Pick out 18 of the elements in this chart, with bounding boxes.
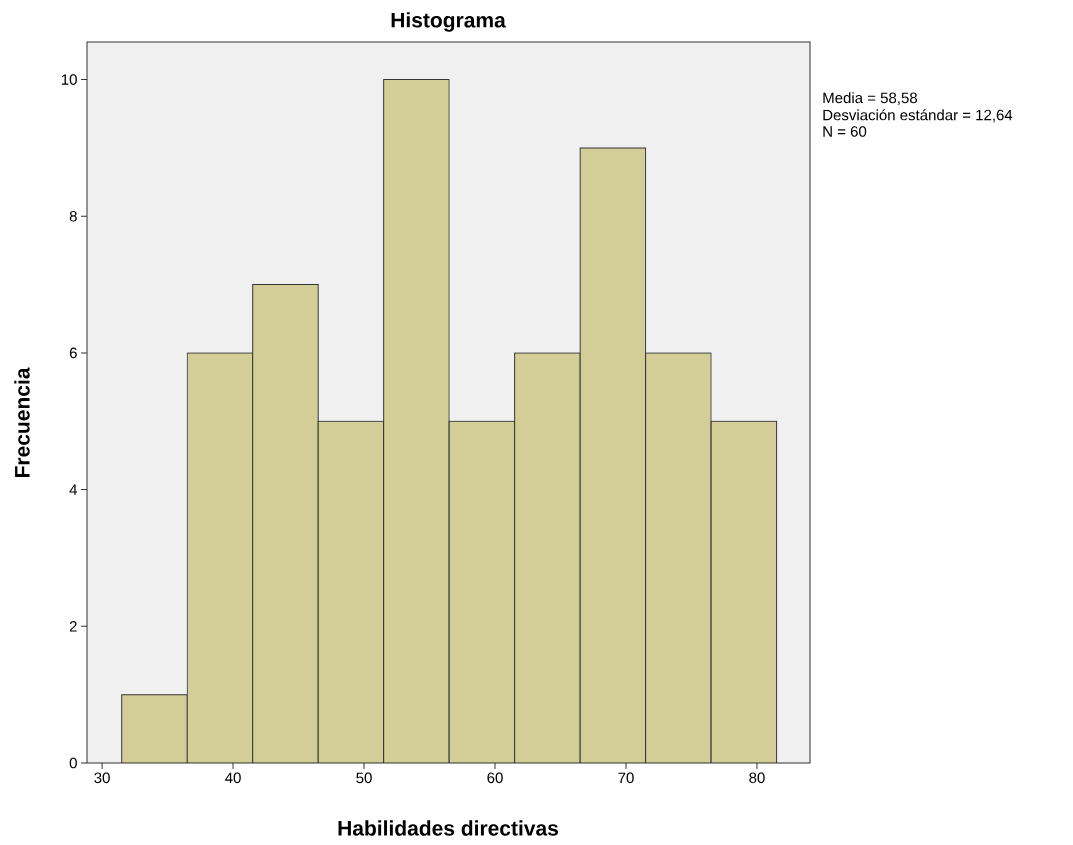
chart-title: Histograma — [391, 12, 506, 32]
y-tick-label: 10 — [61, 74, 77, 85]
x-tick-label: 70 — [618, 772, 634, 784]
x-axis-title: Habilidades directivas — [338, 820, 559, 836]
x-tick-label: 60 — [487, 772, 503, 784]
y-tick-label: 6 — [69, 347, 77, 359]
text: Media = 58,58 — [823, 92, 918, 105]
text: Desviación estándar = 12,64 — [823, 109, 1013, 123]
x-tick-label: 50 — [356, 772, 372, 784]
y-tick-label: 8 — [69, 210, 77, 222]
y-tick-label: 0 — [69, 757, 77, 769]
x-tick-label: 40 — [225, 772, 241, 784]
text: N = 60 — [823, 126, 867, 137]
y-axis-title: Frecuencia — [14, 367, 30, 478]
y-tick-label: 2 — [69, 621, 77, 632]
x-tick-label: 30 — [94, 772, 110, 784]
x-tick-label: 80 — [749, 772, 765, 784]
y-tick-label: 4 — [69, 484, 78, 495]
